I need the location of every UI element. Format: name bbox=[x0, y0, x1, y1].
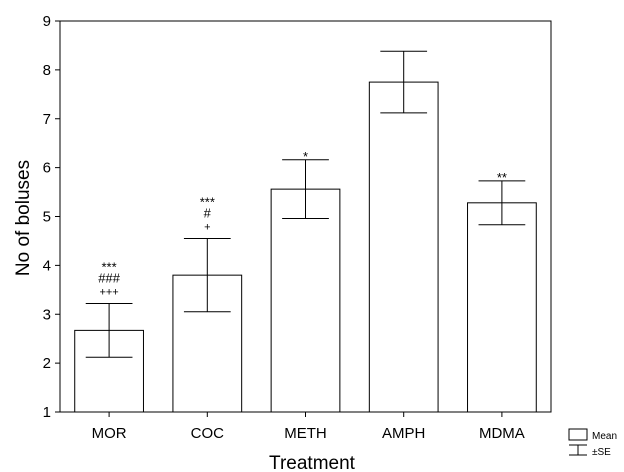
legend-se-symbol bbox=[569, 444, 587, 456]
x-tick-label-meth: METH bbox=[284, 425, 327, 442]
significance-label: ** bbox=[497, 170, 507, 185]
x-axis: MOR COC METH AMPH MDMA bbox=[92, 412, 525, 442]
significance-label: * bbox=[303, 149, 308, 164]
significance-label: *** bbox=[102, 259, 117, 274]
significance-label: +++ bbox=[99, 286, 118, 298]
error-bar-meth bbox=[282, 159, 329, 219]
y-tick-label: 2 bbox=[43, 355, 51, 372]
significance-label: + bbox=[204, 221, 210, 233]
y-tick-label: 3 bbox=[43, 306, 51, 323]
legend: Mean ±SE bbox=[568, 428, 617, 458]
bar-amph bbox=[368, 81, 439, 413]
x-tick-label-coc: COC bbox=[191, 425, 225, 442]
legend-mean-swatch bbox=[568, 428, 588, 441]
y-tick-label: 9 bbox=[43, 13, 51, 30]
significance-label: *** bbox=[200, 194, 215, 209]
y-tick-label: 7 bbox=[43, 111, 51, 128]
x-axis-title: Treatment bbox=[269, 453, 356, 472]
error-bar-mdma bbox=[478, 180, 526, 226]
bars: +++###***+#****** bbox=[74, 50, 537, 413]
legend-mean-label: Mean bbox=[592, 431, 617, 442]
y-tick-label: 5 bbox=[43, 209, 51, 226]
error-bar-coc bbox=[183, 237, 231, 313]
error-bar-mor bbox=[85, 302, 133, 358]
bar-mdma bbox=[467, 202, 537, 413]
y-tick-label: 1 bbox=[43, 404, 51, 421]
x-tick-label-amph: AMPH bbox=[382, 425, 425, 442]
significance-label: # bbox=[204, 205, 212, 220]
y-axis: 1 2 3 4 5 6 7 8 9 bbox=[43, 13, 60, 421]
y-tick-label: 8 bbox=[43, 62, 51, 79]
y-tick-label: 4 bbox=[43, 257, 51, 274]
legend-se-label: ±SE bbox=[592, 447, 611, 458]
x-tick-label-mdma: MDMA bbox=[479, 425, 525, 442]
y-tick-label: 6 bbox=[43, 160, 51, 177]
bar-meth bbox=[270, 188, 341, 413]
error-bar-amph bbox=[380, 50, 428, 114]
x-tick-label-mor: MOR bbox=[92, 425, 127, 442]
y-axis-title: No of boluses bbox=[13, 160, 34, 276]
significance-label: ### bbox=[98, 270, 120, 285]
